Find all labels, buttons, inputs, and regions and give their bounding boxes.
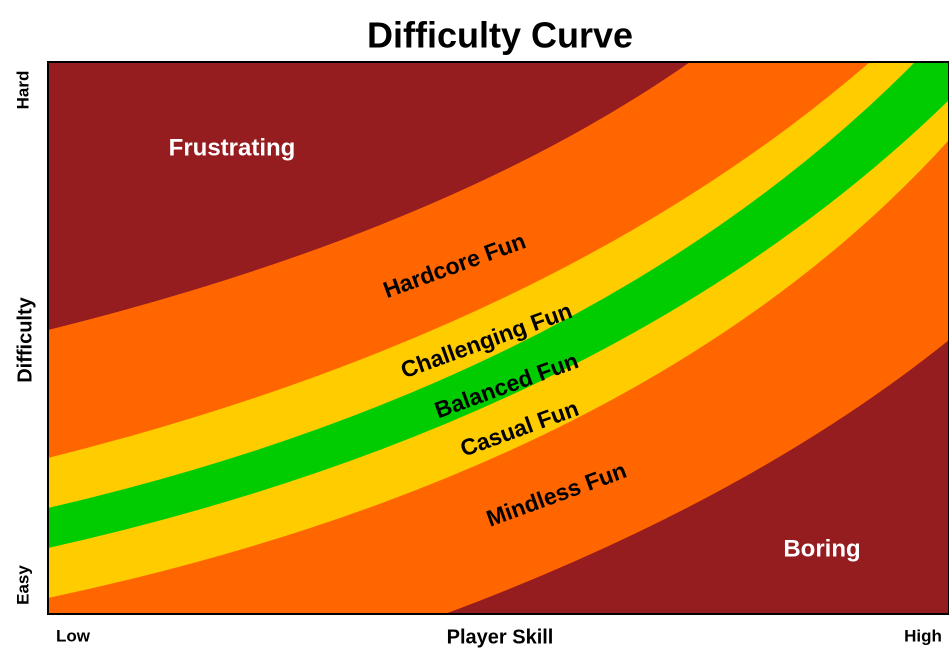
zone-label: Boring: [783, 535, 860, 562]
title: Difficulty Curve: [367, 15, 633, 56]
zone-boring: [445, 340, 949, 614]
y-low-label: Easy: [13, 565, 32, 605]
x-low-label: Low: [56, 626, 91, 645]
plot-area: [48, 62, 949, 614]
zone-label: Frustrating: [169, 134, 296, 161]
y-high-label: Hard: [13, 71, 32, 110]
y-axis-label: Difficulty: [14, 296, 36, 382]
plot-border: [47, 61, 949, 615]
x-axis-label: Player Skill: [447, 626, 554, 648]
x-high-label: High: [904, 626, 942, 645]
